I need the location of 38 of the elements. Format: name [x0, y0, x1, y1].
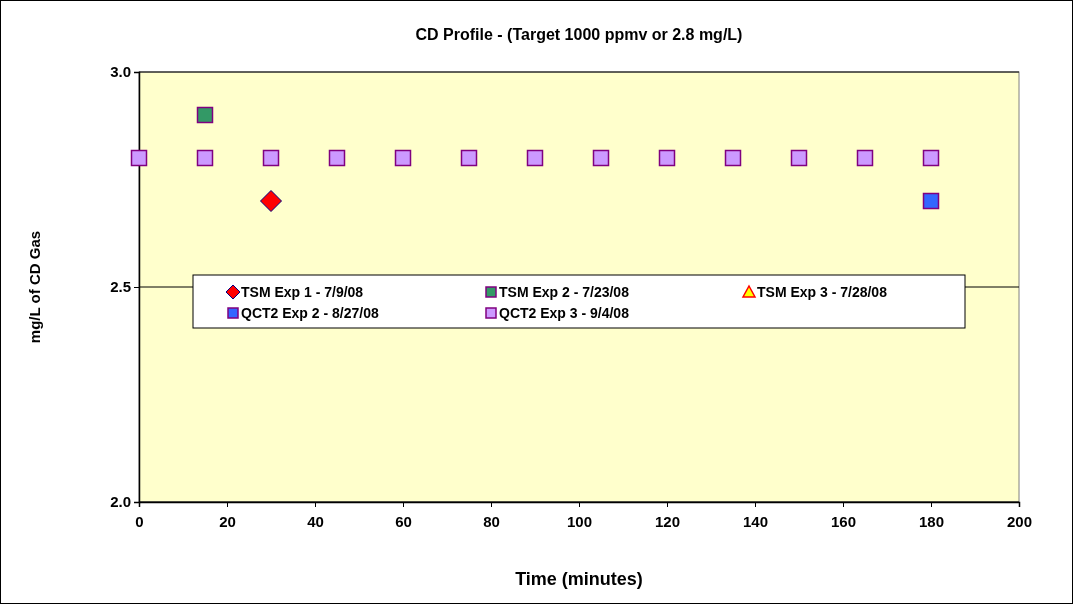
point — [130, 149, 148, 167]
y-tick-label: 3.0 — [110, 63, 131, 81]
point — [262, 149, 280, 167]
x-tick-label: 40 — [307, 512, 324, 530]
point — [790, 149, 808, 167]
legend-label: TSM Exp 2 - 7/23/08 — [499, 284, 630, 300]
x-tick-label: 200 — [1006, 512, 1033, 530]
legend-label: QCT2 Exp 2 - 8/27/08 — [241, 305, 379, 321]
x-tick-label: 0 — [135, 512, 144, 530]
x-axis-title: Time (minutes) — [515, 569, 643, 589]
x-tick-label: 120 — [654, 512, 681, 530]
x-tick-label: 180 — [918, 512, 945, 530]
y-axis-title: mg/L of CD Gas — [26, 230, 43, 344]
y-tick-label: 2.0 — [110, 493, 131, 511]
legend-label: TSM Exp 1 - 7/9/08 — [241, 284, 364, 300]
x-tick-label: 140 — [742, 512, 769, 530]
point — [196, 106, 214, 124]
x-tick-label: 80 — [483, 512, 500, 530]
x-tick-label: 20 — [219, 512, 236, 530]
legend-label: QCT2 Exp 3 - 9/4/08 — [499, 305, 630, 321]
point — [394, 149, 412, 167]
point — [526, 149, 544, 167]
point — [724, 149, 742, 167]
point — [260, 190, 282, 212]
point — [196, 149, 214, 167]
legend-label: TSM Exp 3 - 7/28/08 — [757, 284, 888, 300]
chart-title: CD Profile - (Target 1000 ppmv or 2.8 mg/L) — [415, 26, 743, 43]
point — [856, 149, 874, 167]
point — [460, 149, 478, 167]
x-tick-label: 60 — [395, 512, 412, 530]
point — [922, 192, 940, 210]
point — [592, 149, 610, 167]
x-tick-label: 100 — [566, 512, 593, 530]
point — [658, 149, 676, 167]
x-tick-label: 160 — [830, 512, 857, 530]
y-tick-label: 2.5 — [110, 278, 131, 296]
point — [328, 149, 346, 167]
point — [922, 149, 940, 167]
